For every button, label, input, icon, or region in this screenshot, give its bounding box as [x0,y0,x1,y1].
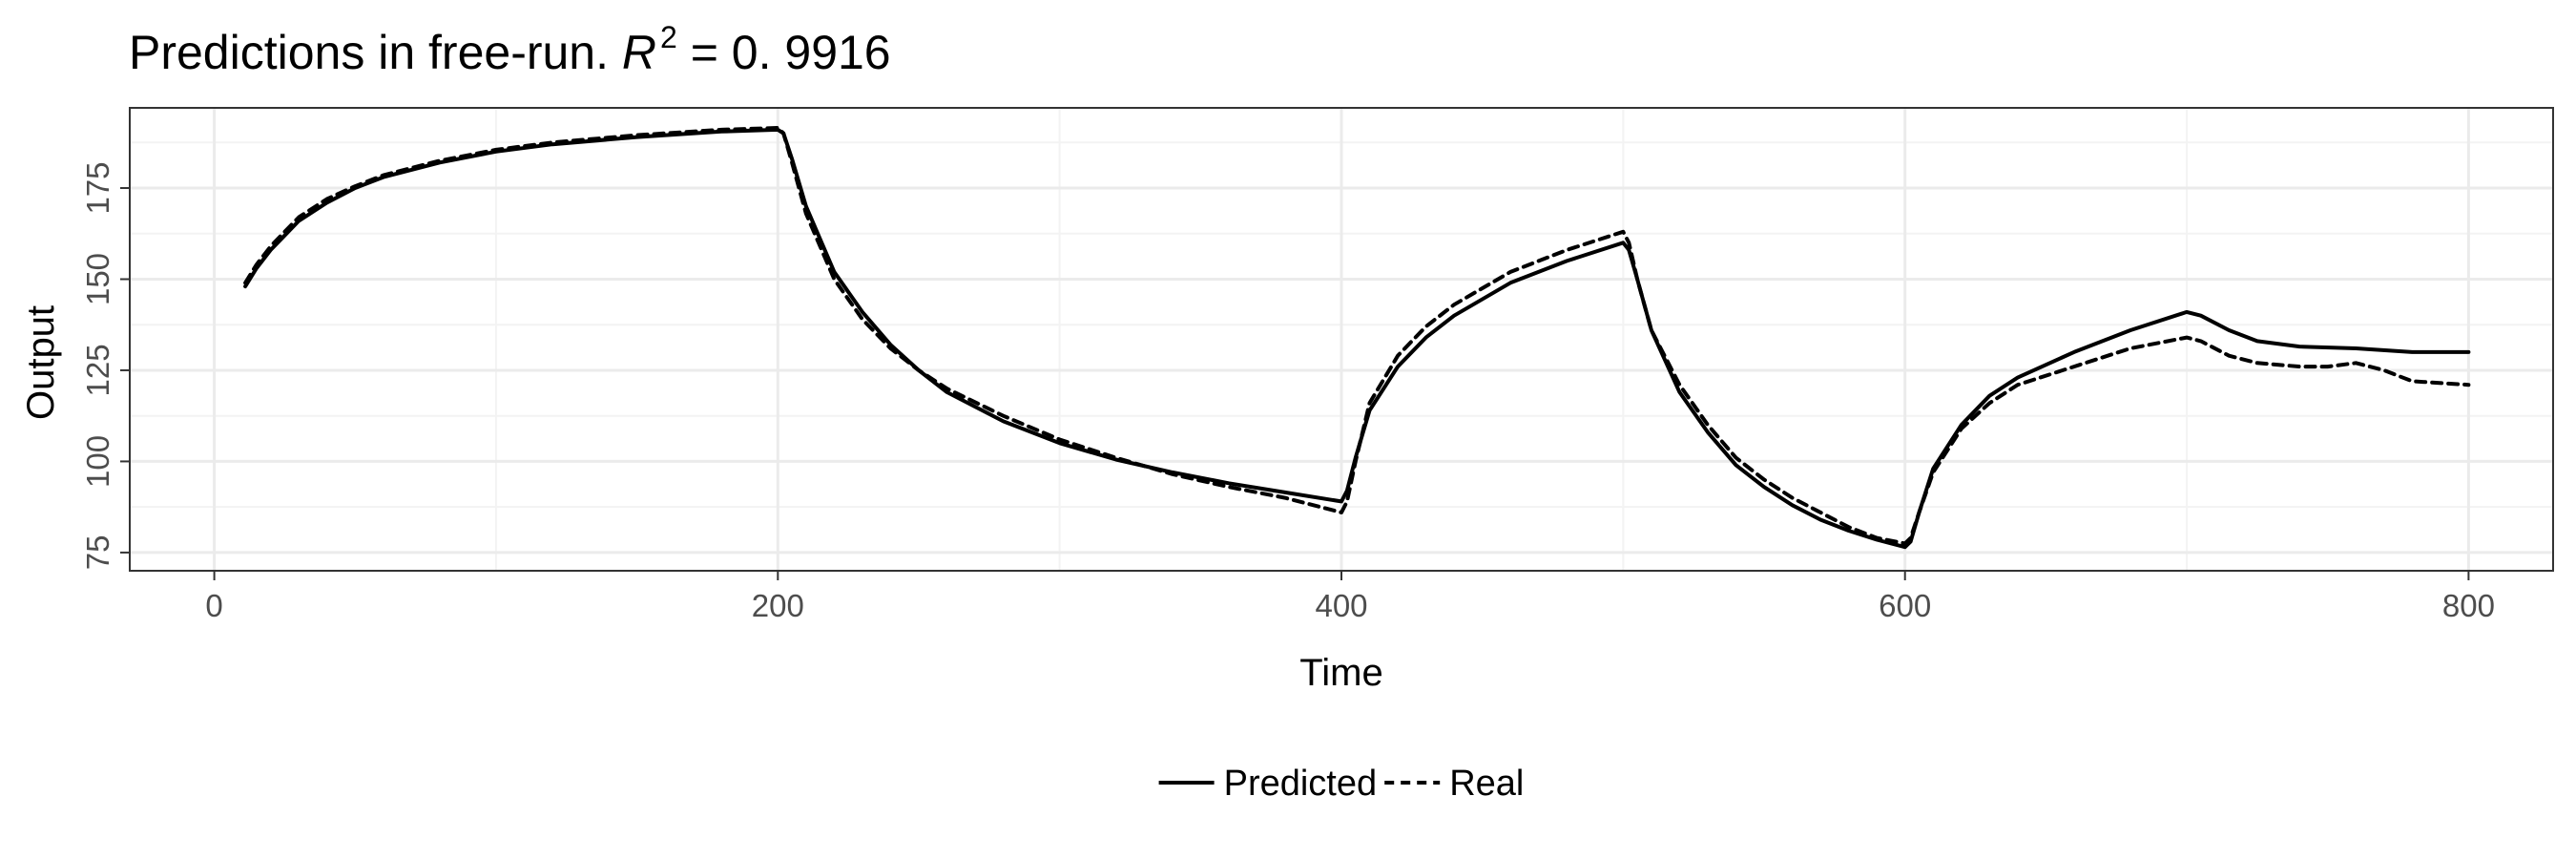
legend: Predicted Real [1158,764,1524,804]
y-axis-ticks: 75 100 125 150 175 [80,161,130,570]
title-variable: R [622,26,656,79]
legend-label: Predicted [1224,764,1378,804]
y-tick-label: 100 [80,435,115,488]
series-lines [243,126,2471,550]
x-tick-label: 400 [1315,588,1367,623]
series-predicted-line [243,127,2471,550]
legend-item-real: Real [1384,764,1524,804]
y-tick-label: 125 [80,344,115,396]
title-prefix: Predictions in free-run. [129,26,622,79]
x-tick-label: 800 [2442,588,2495,623]
legend-label: Real [1449,764,1524,804]
y-tick-label: 150 [80,253,115,305]
series-real-line [243,126,2471,546]
x-tick-label: 200 [752,588,804,623]
title-superscript: 2 [660,20,677,54]
legend-item-predicted: Predicted [1158,764,1378,804]
y-tick-label: 75 [80,535,115,571]
x-tick-label: 600 [1879,588,1931,623]
major-gridlines [130,108,2553,571]
title-value: = 0. 9916 [677,26,891,79]
y-axis-title: Output [20,305,62,420]
x-axis-title: Time [1299,652,1382,694]
x-axis-ticks: 0 200 400 600 800 [205,571,2495,623]
x-tick-label: 0 [205,588,222,623]
y-tick-label: 175 [80,161,115,214]
